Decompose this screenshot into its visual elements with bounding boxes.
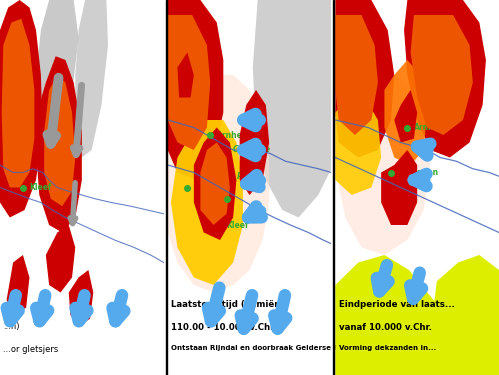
Text: Nijmegen: Nijmegen xyxy=(194,183,235,192)
Text: Poort: Poort xyxy=(237,172,260,181)
Polygon shape xyxy=(75,0,108,158)
Text: Laatste ijstijd (Eemiën): Laatste ijstijd (Eemiën) xyxy=(171,300,284,309)
Text: Gelderse: Gelderse xyxy=(233,146,271,154)
Polygon shape xyxy=(201,142,230,225)
Polygon shape xyxy=(194,128,237,240)
Text: Nijmegen: Nijmegen xyxy=(398,168,439,177)
Polygon shape xyxy=(1,19,34,188)
Text: Kleef: Kleef xyxy=(227,220,249,230)
Polygon shape xyxy=(44,75,75,206)
Text: Vorming dekzanden in...: Vorming dekzanden in... xyxy=(339,345,436,351)
Text: Kleef: Kleef xyxy=(29,183,52,192)
Polygon shape xyxy=(69,270,93,326)
Polygon shape xyxy=(168,75,269,292)
Text: ...or gletsjers: ...or gletsjers xyxy=(3,345,58,354)
Polygon shape xyxy=(404,0,486,158)
Text: vanaf 10.000 v.Chr.: vanaf 10.000 v.Chr. xyxy=(339,322,432,332)
Polygon shape xyxy=(0,0,42,217)
Polygon shape xyxy=(178,53,194,98)
Text: ...n): ...n) xyxy=(3,322,20,332)
Text: Arnhem: Arnhem xyxy=(414,123,448,132)
Text: Ontstaan Rijndal en doorbraak Gelderse Poort: Ontstaan Rijndal en doorbraak Gelderse P… xyxy=(171,345,355,351)
Polygon shape xyxy=(335,0,394,158)
Polygon shape xyxy=(171,120,243,285)
Polygon shape xyxy=(253,0,331,217)
Polygon shape xyxy=(36,56,82,232)
Polygon shape xyxy=(168,15,210,150)
Polygon shape xyxy=(335,15,378,135)
Text: Arnhem: Arnhem xyxy=(217,130,250,140)
Polygon shape xyxy=(384,60,427,165)
Polygon shape xyxy=(335,98,381,195)
Text: 110.00 - 10.000 v.Chr.: 110.00 - 10.000 v.Chr. xyxy=(171,322,276,332)
Polygon shape xyxy=(46,225,75,292)
Polygon shape xyxy=(335,255,499,375)
Polygon shape xyxy=(381,150,417,225)
Polygon shape xyxy=(168,0,224,180)
Polygon shape xyxy=(33,0,78,180)
Text: Eindperiode van laats...: Eindperiode van laats... xyxy=(339,300,455,309)
Polygon shape xyxy=(335,75,430,255)
Polygon shape xyxy=(394,90,417,142)
Polygon shape xyxy=(6,255,29,315)
Polygon shape xyxy=(425,255,499,375)
Polygon shape xyxy=(411,15,473,135)
Polygon shape xyxy=(240,90,269,195)
